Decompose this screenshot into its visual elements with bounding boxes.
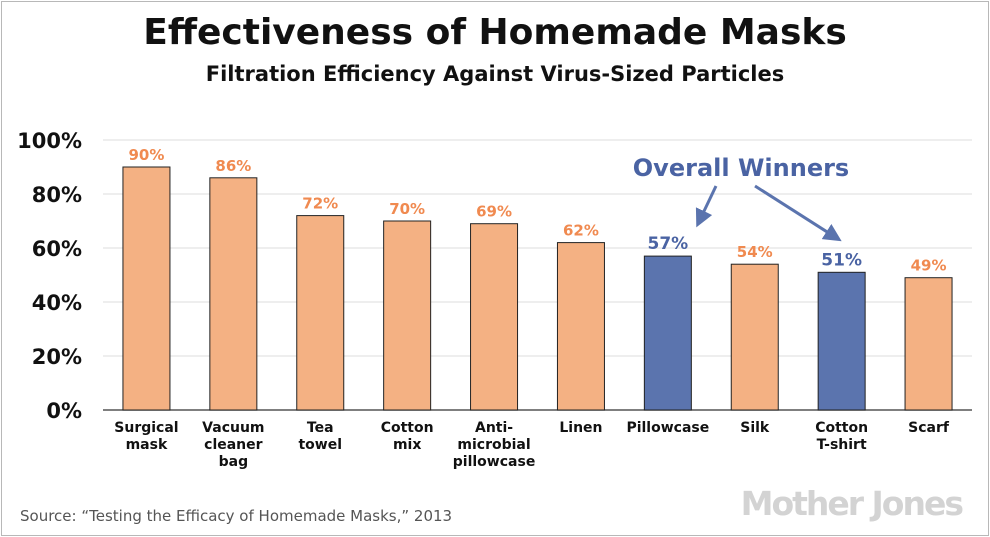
category-label: T-shirt (817, 437, 867, 453)
bar-value-label: 69% (476, 203, 512, 221)
category-label: Anti- (475, 420, 513, 436)
category-label: mask (126, 437, 168, 453)
bar (643, 255, 692, 411)
category-label: microbial (457, 437, 530, 453)
y-axis-ticks: 0% 20% 40% 60% 80% 100% (17, 129, 82, 423)
category-label: mix (393, 437, 421, 453)
bar (296, 215, 345, 411)
bar-value-label: 54% (737, 243, 773, 261)
annotation: Overall Winners (633, 154, 849, 242)
bar-value-label: 90% (128, 146, 164, 164)
category-label: Cotton (815, 420, 868, 436)
category-label: Silk (740, 420, 770, 436)
category-label: Vacuum (202, 420, 264, 436)
bar-value-label: 51% (821, 250, 862, 270)
bar (556, 242, 605, 411)
category-label: Pillowcase (626, 420, 709, 436)
publisher-logo: Mother Jones (740, 484, 964, 523)
bar-value-label: 72% (302, 195, 338, 213)
category-label: Surgical (114, 420, 178, 436)
bar (730, 263, 779, 411)
y-tick-label: 80% (32, 183, 82, 207)
bar-value-label: 86% (215, 157, 251, 175)
category-label: Tea (307, 420, 334, 436)
chart-title: Effectiveness of Homemade Masks (143, 12, 847, 53)
category-label: bag (219, 454, 249, 470)
source-note: Source: “Testing the Efficacy of Homemad… (20, 507, 453, 525)
bar (122, 166, 171, 411)
bar (383, 220, 432, 411)
bar (817, 271, 866, 411)
annotation-arrow-left (695, 185, 718, 228)
y-tick-label: 0% (46, 399, 82, 423)
y-tick-label: 100% (17, 129, 82, 153)
bar-value-label: 57% (647, 234, 688, 254)
bar (470, 223, 519, 411)
bar (209, 177, 258, 411)
y-tick-label: 20% (32, 345, 82, 369)
value-labels: 90% 86% 72% 70% 69% 62% 57% 54% 51% 49% (128, 146, 946, 275)
bar (904, 277, 953, 411)
annotation-label: Overall Winners (633, 154, 849, 182)
bar-value-label: 70% (389, 200, 425, 218)
category-label: cleaner (204, 437, 263, 453)
category-label: Cotton (381, 420, 434, 436)
chart-subtitle: Filtration Efficiency Against Virus-Size… (205, 62, 785, 86)
y-tick-label: 60% (32, 237, 82, 261)
category-label: towel (298, 437, 342, 453)
category-label: pillowcase (453, 454, 536, 470)
annotation-arrow-right (754, 184, 842, 242)
category-label: Linen (559, 420, 602, 436)
bars (122, 166, 953, 411)
category-label: Scarf (908, 420, 950, 436)
bar-value-label: 62% (563, 222, 599, 240)
bar-value-label: 49% (911, 257, 947, 275)
y-tick-label: 40% (32, 291, 82, 315)
